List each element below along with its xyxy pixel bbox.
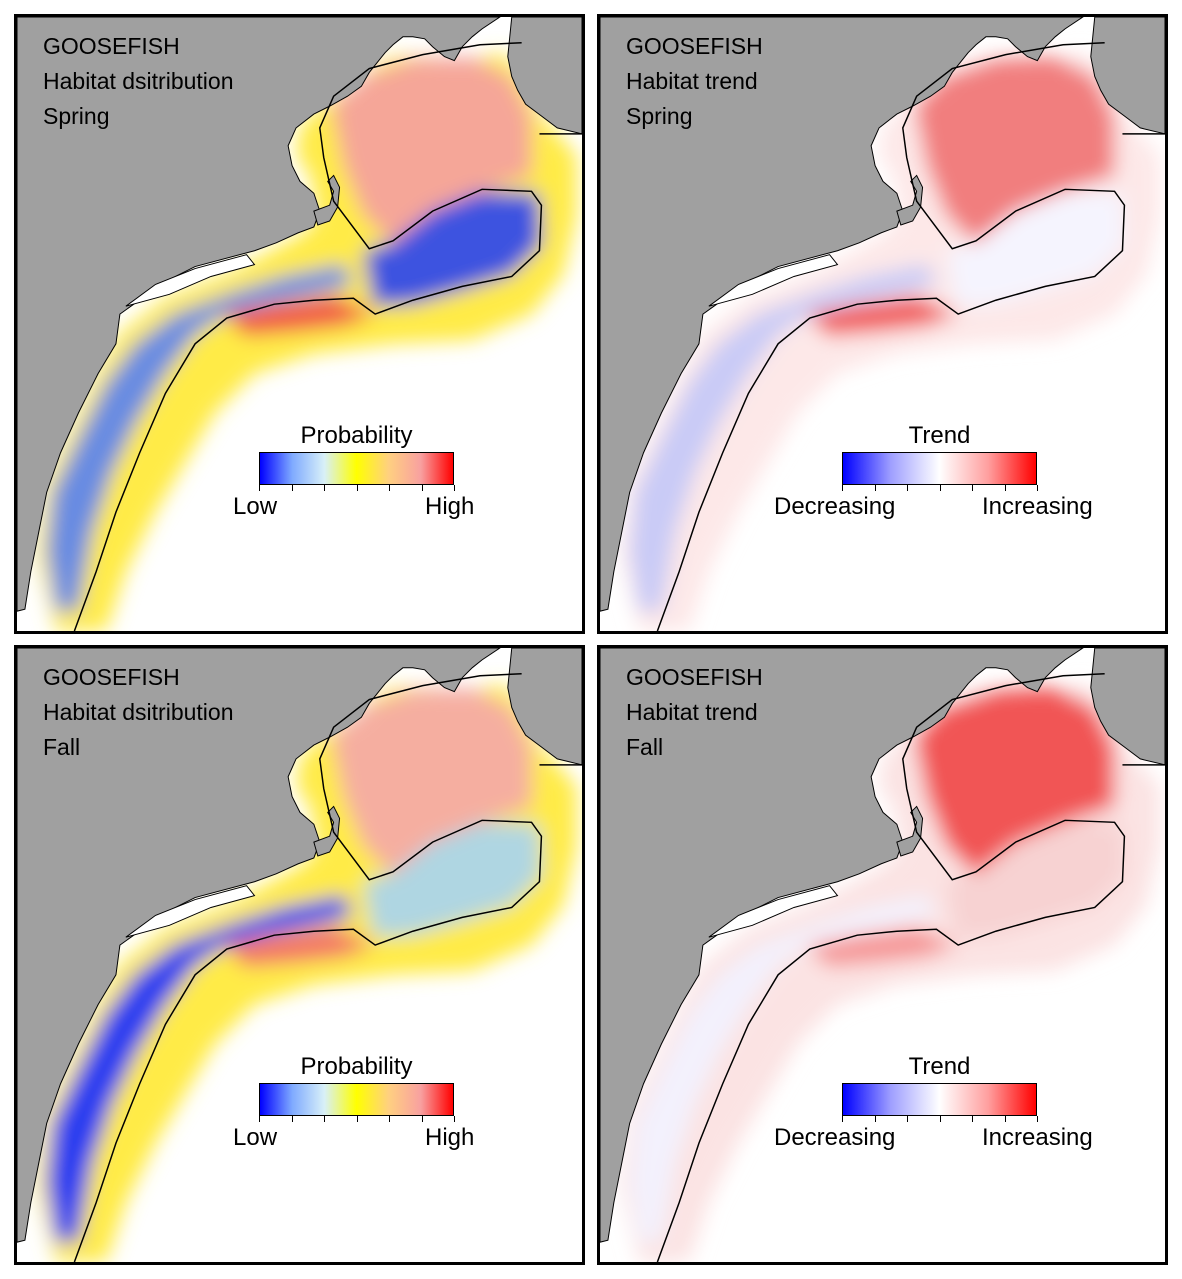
panel-species: GOOSEFISH [626,33,763,59]
panel-species: GOOSEFISH [626,664,763,690]
legend-tick [940,485,941,491]
legend-tick [324,1116,325,1122]
legend-tick [940,1116,941,1122]
legend-tick [454,1116,455,1122]
map-canvas [17,648,582,1262]
legend-tick [1037,485,1038,491]
depth-contour [656,42,1126,631]
map-canvas [600,17,1165,631]
legend-tick [454,485,455,491]
legend-tick [422,485,423,491]
legend-color-bar [842,452,1037,485]
land-mass-east [507,17,582,135]
land-mass-west [600,648,1084,1243]
legend-tick [292,1116,293,1122]
legend-tick [907,1116,908,1122]
habitat-raster [619,52,1161,631]
panel-season: Fall [626,734,664,760]
panel-season: Spring [43,103,110,129]
legend-low-label: Decreasing [774,1124,896,1151]
legend-title: Probability [300,1053,413,1080]
panel-species: GOOSEFISH [43,664,180,690]
panel-species: GOOSEFISH [43,33,180,59]
legend-low-label: Low [233,493,278,520]
land-mass-east [507,648,582,766]
depth-contour [73,673,543,1262]
legend-tick [259,1116,260,1122]
long-island [125,254,256,307]
habitat-raster [619,683,1161,1262]
land-mass-east [1090,648,1165,766]
legend-tick [357,485,358,491]
map-canvas [600,648,1165,1262]
panel-season: Spring [626,103,693,129]
legend-low-label: Low [233,1124,278,1151]
long-island [125,885,256,938]
map-panel-3: GOOSEFISH Habitat dsitribution Fall Probabi… [14,645,585,1265]
legend-tick [875,1116,876,1122]
legend-tick [875,485,876,491]
long-island [708,885,839,938]
map-panel-1: GOOSEFISH Habitat dsitribution Spring Proba… [14,14,585,634]
legend-tick [907,485,908,491]
legend-tick [389,485,390,491]
panel-season: Fall [43,734,81,760]
legend-tick [259,485,260,491]
legend-tick [842,485,843,491]
land-mass-west [17,648,501,1243]
legend-title: Trend [908,1053,971,1080]
legend-tick [972,485,973,491]
habitat-raster [36,52,578,631]
legend-tick [389,1116,390,1122]
map-canvas [17,17,582,631]
legend-tick [357,1116,358,1122]
habitat-raster [36,683,578,1262]
legend-title: Trend [908,422,971,449]
panel-metric: Habitat dsitribution [43,68,234,94]
legend-tick [972,1116,973,1122]
legend-tick [324,485,325,491]
depth-contour [73,42,543,631]
legend-high-label: Increasing [982,493,1093,520]
legend-color-bar [842,1083,1037,1116]
legend-tick [842,1116,843,1122]
map-panel-4: GOOSEFISH Habitat trend Fall Trend Decreasin… [597,645,1168,1265]
legend-high-label: High [425,1124,475,1151]
legend-color-bar [259,452,454,485]
map-panel-2: GOOSEFISH Habitat trend Spring Trend Decreas… [597,14,1168,634]
legend-color-bar [259,1083,454,1116]
legend-tick [1005,485,1006,491]
land-mass-west [17,17,501,612]
panel-metric: Habitat trend [626,68,758,94]
land-mass-west [600,17,1084,612]
legend-tick [422,1116,423,1122]
legend-tick [292,485,293,491]
legend-low-label: Decreasing [774,493,896,520]
land-mass-east [1090,17,1165,135]
legend-tick [1005,1116,1006,1122]
legend-high-label: Increasing [982,1124,1093,1151]
legend-tick [1037,1116,1038,1122]
legend-high-label: High [425,493,475,520]
depth-contour [656,673,1126,1262]
long-island [708,254,839,307]
panel-metric: Habitat dsitribution [43,699,234,725]
panel-metric: Habitat trend [626,699,758,725]
legend-title: Probability [300,422,413,449]
